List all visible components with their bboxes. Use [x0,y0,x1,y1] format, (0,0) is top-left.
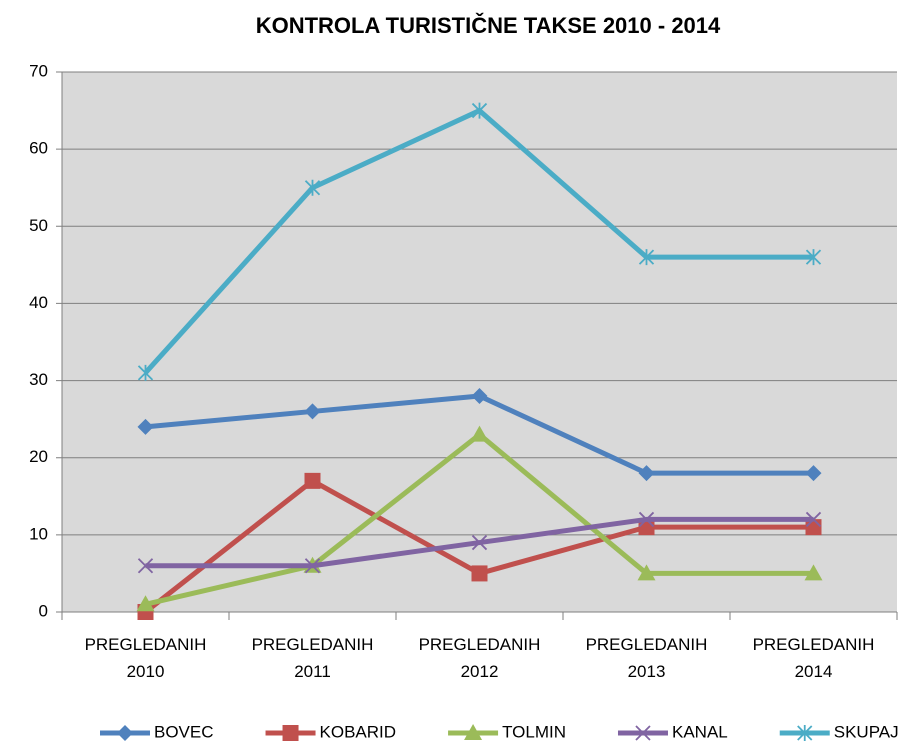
legend: BOVEC KOBARID TOLMIN KANAL SKUPAJ [100,722,898,741]
marker [304,558,321,574]
marker-stroke [805,511,822,528]
legend-label: KOBARID [320,722,397,741]
x-tick-label: PREGLEDANIH 2010 [85,635,207,681]
marker [638,465,655,482]
marker [805,511,822,528]
marker [797,725,813,741]
marker [282,725,299,741]
marker [637,564,656,581]
y-tick-label: 30 [29,370,48,389]
x-tick-label: PREGLEDANIH 2014 [753,635,875,681]
marker [137,418,154,435]
marker-stroke [638,511,655,528]
marker-stroke [137,364,154,381]
x-tick-label: PREGLEDANIH 2013 [586,635,708,681]
y-tick-label: 20 [29,447,48,466]
y-tick-label: 60 [29,139,48,158]
y-tick-label: 40 [29,293,48,312]
marker-stroke [137,558,154,574]
legend-label: BOVEC [154,722,214,741]
marker [804,564,823,581]
marker [137,364,154,381]
marker-stroke [797,725,813,741]
marker [635,725,651,741]
y-tick-label: 50 [29,216,48,235]
marker-stroke [635,725,651,741]
marker [304,403,321,420]
y-tick-label: 70 [29,61,48,80]
marker [137,558,154,574]
x-tick-label: PREGLEDANIH 2012 [419,635,541,681]
marker-stroke [304,558,321,574]
y-tick-label: 10 [29,524,48,543]
marker-stroke [471,534,488,551]
marker [471,565,488,582]
marker-stroke [471,102,488,119]
marker [471,388,488,404]
marker [638,511,655,528]
marker [805,465,822,482]
marker [117,725,133,741]
plot-area [62,72,897,612]
marker [304,179,321,196]
marker [471,102,488,119]
legend-label: SKUPAJ [834,722,898,741]
marker [136,595,155,612]
legend-label: KANAL [672,722,728,741]
marker [805,249,822,266]
y-tick-label: 0 [39,601,48,620]
marker-stroke [638,249,655,266]
marker [304,472,321,489]
x-tick-label: PREGLEDANIH 2011 [252,635,374,681]
chart-title: KONTROLA TURISTIČNE TAKSE 2010 - 2014 [256,13,721,38]
marker-stroke [805,249,822,266]
legend-label: TOLMIN [502,722,566,741]
marker [638,249,655,266]
marker [464,724,483,740]
marker [470,425,489,442]
marker-stroke [304,179,321,196]
marker [471,534,488,551]
